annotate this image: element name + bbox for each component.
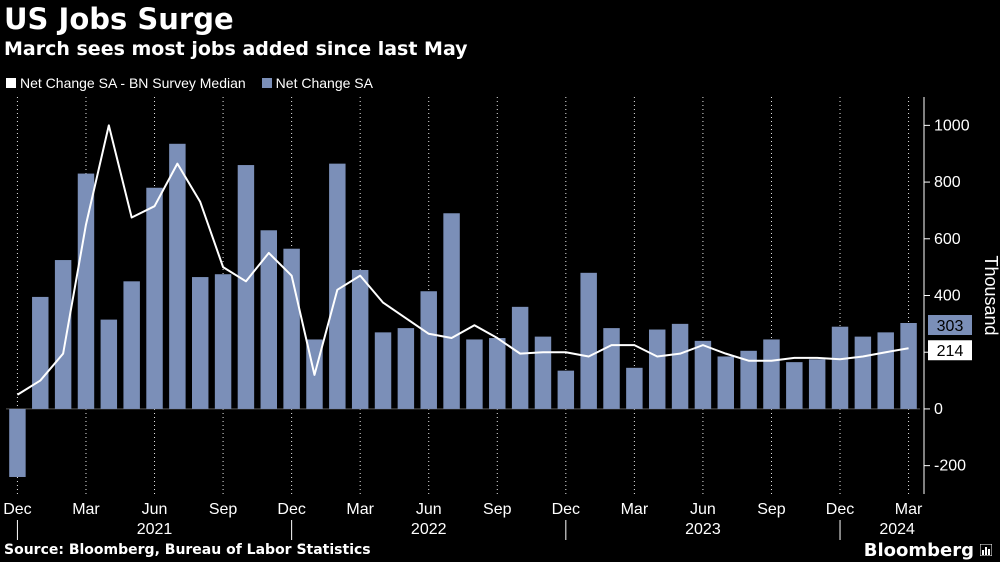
bar-2021-10 (237, 165, 255, 409)
last-value-box-bar (928, 315, 972, 336)
bar-2022-05 (397, 328, 415, 409)
bar-2024-02 (877, 332, 894, 409)
bar-2021-12 (283, 248, 300, 409)
x-tick-label-2024-03: Mar (895, 501, 923, 518)
bar-chart-icon (980, 544, 992, 556)
bar-2023-03 (626, 367, 643, 409)
chart-subtitle: March sees most jobs added since last Ma… (4, 38, 468, 60)
bar-2021-11 (260, 230, 278, 409)
legend-swatch-line (6, 78, 16, 88)
bar-2022-09 (489, 338, 506, 409)
y-axis-label: Thousand (981, 255, 1000, 335)
legend-item-median: Net Change SA - BN Survey Median (6, 75, 246, 91)
x-tick-label-2022-12: Dec (552, 501, 580, 518)
x-tick-label-2021-03: Mar (72, 501, 100, 518)
x-tick-label-2022-06: Jun (416, 501, 442, 518)
bar-2021-09 (214, 274, 232, 409)
bar-2022-02 (329, 163, 346, 409)
bar-2021-02 (54, 260, 72, 409)
x-tick-label-2023-09: Sep (757, 501, 786, 518)
x-tick-label-2021-06: Jun (142, 501, 168, 518)
x-tick-label-2023-06: Jun (690, 501, 716, 518)
x-year-label-2022: 2022 (411, 521, 447, 538)
bar-2021-08 (191, 277, 209, 409)
bar-2023-02 (603, 328, 620, 409)
source-note: Source: Bloomberg, Bureau of Labor Stati… (4, 542, 371, 558)
x-tick-label-2020-12: Dec (3, 501, 31, 518)
x-tick-label-2022-03: Mar (346, 501, 374, 518)
bar-2021-07 (169, 143, 186, 409)
x-year-label-2021: 2021 (137, 521, 173, 538)
y-tick-label-0: 0 (934, 401, 943, 418)
x-tick-label-2021-09: Sep (209, 501, 238, 518)
x-tick-label-2022-09: Sep (483, 501, 512, 518)
last-value-label-line: 214 (937, 343, 964, 360)
bar-2023-11 (808, 359, 826, 409)
legend-item-net-change: Net Change SA (261, 75, 373, 91)
legend: Net Change SA - BN Survey Median Net Cha… (6, 75, 373, 91)
bar-2023-09 (763, 339, 780, 409)
bar-2021-04 (100, 319, 118, 409)
bar-2023-04 (648, 329, 666, 409)
bar-2021-03 (77, 173, 95, 409)
line-series-median (16, 124, 909, 396)
chart-title: US Jobs Surge (4, 2, 234, 36)
bar-2022-06 (420, 291, 437, 409)
bar-2022-08 (466, 339, 483, 409)
brand-logo-text: Bloomberg (863, 540, 974, 561)
legend-swatch-bar (261, 78, 272, 88)
y-tick-label-400: 400 (934, 288, 961, 305)
bar-2023-12 (831, 326, 849, 409)
x-tick-label-2023-03: Mar (621, 501, 649, 518)
y-tick-label-600: 600 (934, 231, 961, 248)
last-value-box-line (928, 340, 972, 361)
x-year-label-2024: 2024 (879, 521, 915, 538)
bar-2024-01 (854, 336, 872, 409)
bar-2020-12 (9, 408, 26, 477)
bar-2022-12 (557, 370, 575, 409)
y-tick-label-800: 800 (934, 174, 961, 191)
last-value-label-bar: 303 (937, 318, 964, 335)
bar-2022-11 (534, 336, 552, 409)
bar-2022-03 (351, 269, 369, 409)
x-tick-label-2021-12: Dec (277, 501, 305, 518)
bar-2023-07 (717, 356, 735, 409)
bar-2021-05 (123, 281, 140, 409)
bar-2021-01 (32, 296, 49, 409)
y-tick-label--200: -200 (934, 458, 966, 475)
y-tick-label-1000: 1000 (934, 117, 970, 134)
bar-2023-10 (786, 362, 803, 409)
legend-label-median: Net Change SA - BN Survey Median (20, 75, 246, 91)
bar-2024-03 (900, 323, 917, 409)
bar-2022-07 (443, 213, 460, 409)
bar-2023-05 (671, 323, 689, 409)
bar-2021-06 (146, 187, 163, 409)
bar-2023-08 (740, 350, 757, 409)
bar-2022-04 (374, 332, 392, 409)
x-tick-label-2023-12: Dec (826, 501, 854, 518)
x-year-label-2023: 2023 (685, 521, 721, 538)
bar-2023-06 (694, 340, 712, 409)
bar-2023-01 (580, 272, 597, 409)
bar-2022-10 (511, 306, 529, 409)
legend-label-net-change: Net Change SA (275, 75, 373, 91)
